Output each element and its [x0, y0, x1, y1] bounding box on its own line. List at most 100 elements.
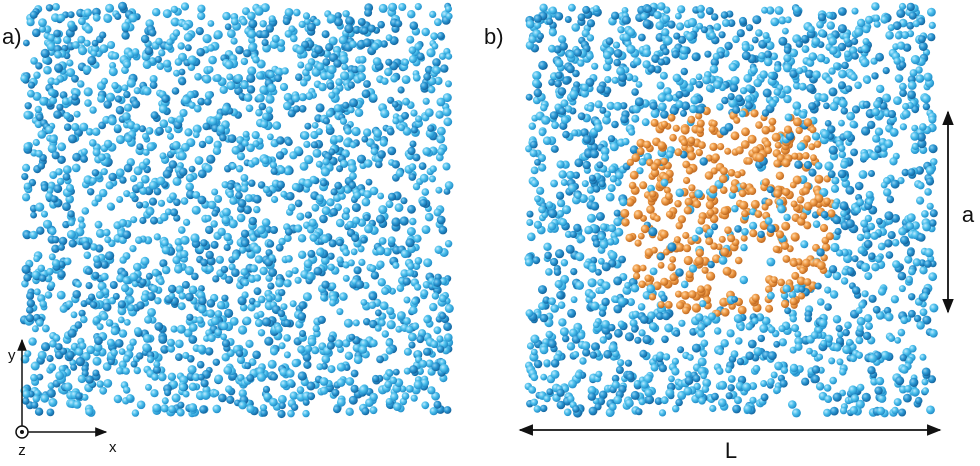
particle — [46, 42, 56, 52]
particle — [284, 227, 293, 236]
particle — [240, 268, 248, 276]
particle — [360, 299, 368, 306]
particle — [258, 295, 266, 304]
particle — [350, 248, 358, 256]
particle — [289, 300, 297, 308]
particle — [665, 93, 674, 102]
particle — [302, 292, 312, 302]
particle — [850, 148, 858, 157]
particle — [96, 380, 104, 388]
particle — [433, 278, 442, 287]
particle — [330, 188, 338, 196]
particle — [56, 177, 65, 186]
particle — [402, 58, 410, 66]
particle — [695, 112, 703, 120]
particle — [924, 248, 934, 258]
particle — [59, 91, 68, 99]
particle — [838, 150, 847, 159]
particle — [830, 184, 840, 193]
particle — [105, 92, 116, 102]
particle — [313, 266, 323, 276]
particle — [651, 246, 658, 254]
particle — [278, 342, 286, 350]
particle — [678, 319, 686, 327]
particle — [814, 282, 822, 290]
particle — [280, 303, 288, 311]
particle — [37, 350, 47, 360]
particle — [533, 220, 543, 229]
particle — [281, 67, 289, 75]
particle — [694, 256, 704, 266]
particle — [212, 404, 222, 414]
particle — [164, 389, 172, 397]
particle — [676, 22, 685, 31]
particle — [49, 340, 57, 348]
particle — [657, 301, 665, 309]
particle — [868, 252, 876, 260]
particle — [27, 89, 35, 98]
particle — [757, 334, 765, 343]
particle — [634, 239, 642, 247]
particle — [224, 23, 232, 31]
particle — [714, 327, 722, 335]
particle — [558, 170, 567, 179]
particle — [845, 219, 855, 229]
particle — [103, 139, 113, 149]
particle — [656, 81, 665, 90]
particle — [729, 185, 739, 194]
particle — [381, 330, 389, 338]
particle — [908, 267, 916, 276]
particle — [926, 202, 934, 210]
particle — [184, 128, 193, 137]
particle — [803, 160, 813, 170]
particle — [419, 199, 428, 207]
particle — [559, 327, 569, 337]
particle — [823, 384, 832, 392]
particle — [409, 140, 417, 148]
particle — [238, 325, 248, 335]
particle — [121, 22, 130, 31]
particle — [304, 122, 312, 130]
particle — [48, 253, 56, 261]
particle — [412, 73, 421, 82]
particle — [186, 313, 194, 321]
particle — [550, 257, 559, 267]
particle — [302, 12, 311, 20]
particle — [571, 129, 579, 137]
particle — [761, 125, 771, 135]
particle — [342, 261, 350, 269]
particle — [246, 85, 256, 94]
particle — [250, 264, 258, 273]
particle — [656, 252, 665, 261]
particle — [697, 11, 705, 19]
particle — [97, 94, 106, 103]
particle — [719, 167, 728, 175]
particle — [294, 199, 303, 208]
particle — [116, 135, 125, 145]
particle — [391, 101, 399, 108]
particle — [118, 329, 128, 338]
particle — [665, 192, 673, 201]
particle — [142, 333, 152, 343]
particle — [574, 158, 584, 168]
particle — [868, 353, 878, 363]
particle — [697, 285, 705, 294]
particle — [783, 54, 792, 63]
particle — [608, 165, 617, 174]
particle — [185, 292, 194, 302]
particle — [601, 281, 611, 291]
particle — [136, 301, 145, 310]
particle — [921, 367, 931, 377]
particle — [197, 195, 207, 205]
particle — [236, 152, 246, 161]
particle — [649, 101, 658, 111]
particle — [403, 367, 411, 375]
particle — [716, 348, 724, 356]
particle — [697, 357, 707, 367]
particle — [840, 210, 848, 217]
particle — [876, 217, 883, 225]
particle — [906, 222, 914, 231]
particle — [548, 44, 556, 53]
particle — [256, 372, 267, 382]
particle — [639, 264, 647, 272]
